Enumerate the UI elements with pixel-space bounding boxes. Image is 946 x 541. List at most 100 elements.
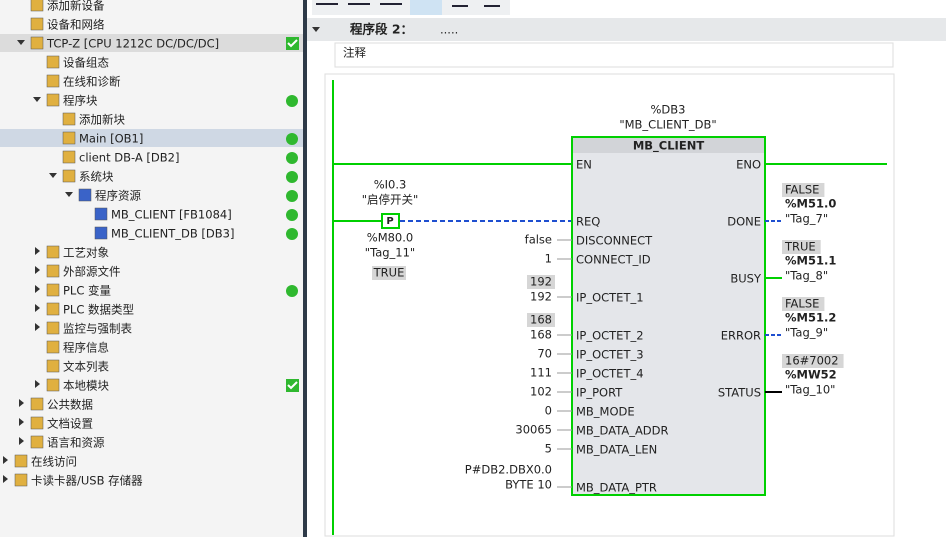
tree-icon xyxy=(62,150,76,164)
output-address: %M51.0 xyxy=(785,197,836,211)
input-value: 5 xyxy=(545,442,552,456)
tree-label[interactable]: Main [OB1] xyxy=(79,132,143,146)
expander xyxy=(3,456,8,464)
tree-label[interactable]: 程序块 xyxy=(63,94,98,108)
input-value: 168 xyxy=(530,328,552,342)
contact-symbol: P xyxy=(386,216,393,227)
network-title: 程序段 2： xyxy=(350,22,413,37)
tree-label[interactable]: 外部源文件 xyxy=(63,265,121,279)
input-pin: MB_DATA_ADDR xyxy=(576,424,669,438)
tree-label[interactable]: PLC 数据类型 xyxy=(63,303,134,317)
tree-icon xyxy=(30,397,44,411)
tree-icon xyxy=(62,112,76,126)
pin-eno: ENO xyxy=(736,158,761,172)
monitor-box xyxy=(527,313,555,327)
tree-label[interactable]: MB_CLIENT_DB [DB3] xyxy=(111,227,234,241)
tree-label[interactable]: 语言和资源 xyxy=(47,436,105,450)
input-pin: IP_OCTET_1 xyxy=(576,291,644,305)
tree-label[interactable]: 在线访问 xyxy=(31,455,77,469)
input-value: P#DB2.DBX0.0 xyxy=(465,463,552,477)
status-dot xyxy=(286,190,298,202)
tree-icon xyxy=(46,245,60,259)
input-value: 192 xyxy=(530,290,552,304)
tree-label[interactable]: 设备组态 xyxy=(63,56,109,70)
tree-label[interactable]: 文档设置 xyxy=(47,417,93,431)
status-dot xyxy=(286,285,298,297)
selected-row xyxy=(0,34,303,52)
expander xyxy=(19,437,24,445)
output-monitor: TRUE xyxy=(784,240,816,254)
expander xyxy=(19,399,24,407)
tree-label[interactable]: 添加新块 xyxy=(79,113,125,127)
tree-label[interactable]: 添加新设备 xyxy=(47,0,105,13)
splitter xyxy=(303,0,307,537)
check-mark xyxy=(287,381,298,390)
contact-tag: "启停开关" xyxy=(362,193,419,207)
status-dot xyxy=(286,152,298,164)
monitor-box xyxy=(782,354,844,368)
tree-icon xyxy=(78,188,92,202)
tree-icon xyxy=(46,74,60,88)
comment-box xyxy=(334,42,894,68)
tree-label[interactable]: TCP-Z [CPU 1212C DC/DC/DC] xyxy=(46,37,219,51)
input-value: 0 xyxy=(545,404,552,418)
status-dot xyxy=(286,133,298,145)
network-dots: ..... xyxy=(440,23,458,37)
input-pin: IP_OCTET_2 xyxy=(576,329,644,343)
status-dot xyxy=(286,95,298,107)
tree-label[interactable]: 程序信息 xyxy=(63,341,109,355)
tree-label[interactable]: MB_CLIENT [FB1084] xyxy=(111,208,232,222)
tree-label[interactable]: 文本列表 xyxy=(63,360,109,374)
monitor-box xyxy=(782,240,821,254)
monitor-box xyxy=(782,297,825,311)
tree-label[interactable]: 在线和诊断 xyxy=(63,75,121,89)
tree-label[interactable]: 监控与强制表 xyxy=(63,322,132,336)
input-pin: IP_OCTET_4 xyxy=(576,367,644,381)
network-header xyxy=(307,18,946,41)
expander xyxy=(49,173,57,178)
output-pin: DONE xyxy=(727,215,761,229)
tree-label[interactable]: 工艺对象 xyxy=(63,246,109,260)
tree-label[interactable]: 公共数据 xyxy=(47,398,93,412)
expander xyxy=(35,380,40,388)
expander xyxy=(35,304,40,312)
expander xyxy=(35,247,40,255)
tree-label[interactable]: 设备和网络 xyxy=(47,18,105,32)
input-pin: MB_DATA_PTR xyxy=(576,481,657,495)
monitor-box xyxy=(372,266,406,280)
tree-label[interactable]: 系统块 xyxy=(79,170,114,184)
input-value: false xyxy=(525,233,552,247)
tree-icon xyxy=(46,302,60,316)
network-frame xyxy=(324,73,895,537)
selected-row xyxy=(0,129,303,147)
contact xyxy=(381,213,400,229)
tree-label[interactable]: 程序资源 xyxy=(95,189,141,203)
output-tag: "Tag_10" xyxy=(785,383,835,397)
tree-label[interactable]: 卡读卡器/USB 存储器 xyxy=(31,474,143,488)
output-address: %MW52 xyxy=(785,368,837,382)
input-value: BYTE 10 xyxy=(505,478,552,492)
tree-label[interactable]: client DB-A [DB2] xyxy=(79,151,179,165)
instance-name: "MB_CLIENT_DB" xyxy=(619,118,716,132)
tree-label[interactable]: 本地模块 xyxy=(63,379,109,393)
output-pin: BUSY xyxy=(730,272,762,286)
toolbar xyxy=(312,0,510,15)
tree-label[interactable]: PLC 变量 xyxy=(63,284,111,298)
tree-icon xyxy=(30,36,44,50)
expander xyxy=(35,323,40,331)
contact-monitor: TRUE xyxy=(373,266,405,280)
contact-address: %I0.3 xyxy=(374,178,407,192)
monitor-box xyxy=(782,183,825,197)
input-value: 1 xyxy=(545,252,552,266)
tree-icon xyxy=(14,454,28,468)
output-monitor: FALSE xyxy=(785,297,819,311)
output-tag: "Tag_8" xyxy=(785,269,828,283)
tree-icon xyxy=(46,378,60,392)
input-value: 30065 xyxy=(515,423,552,437)
tree-icon xyxy=(62,131,76,145)
tree-icon xyxy=(46,340,60,354)
expander xyxy=(35,285,40,293)
tree-icon xyxy=(46,264,60,278)
input-pin: DISCONNECT xyxy=(576,234,653,248)
